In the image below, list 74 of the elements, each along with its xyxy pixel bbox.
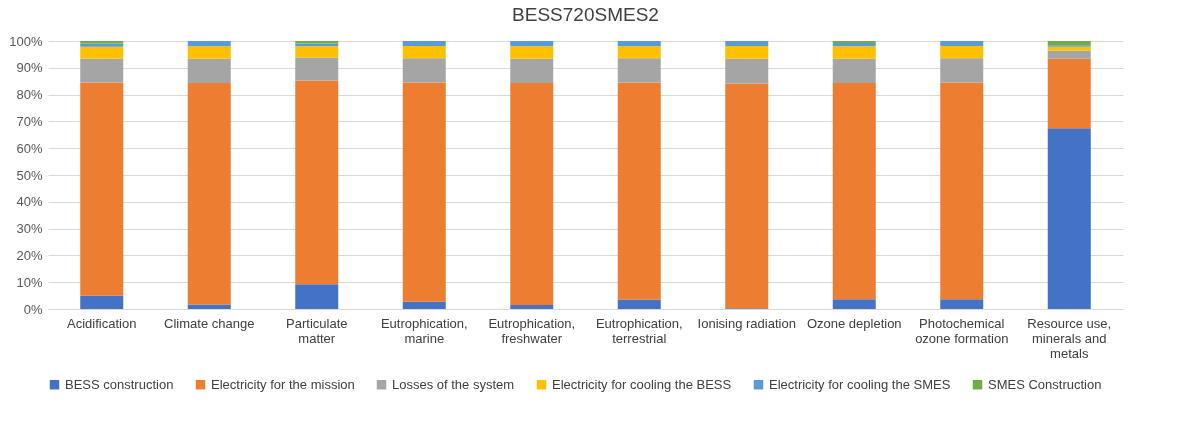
bar	[80, 295, 124, 309]
x-tick-label: Acidification	[67, 315, 137, 331]
y-tick-label: 80%	[16, 87, 43, 103]
bar	[80, 82, 124, 296]
bar	[940, 82, 984, 300]
bar	[832, 46, 876, 59]
y-tick-label: 20%	[16, 247, 43, 263]
bar	[725, 46, 769, 59]
legend-label: Electricity for the mission	[211, 376, 355, 392]
bar	[1047, 41, 1091, 46]
x-tick-label: Climate change	[164, 315, 255, 331]
legend-label: BESS construction	[65, 376, 174, 392]
y-tick-label: 10%	[16, 274, 43, 290]
bar	[402, 46, 446, 59]
legend-label: SMES Construction	[988, 376, 1102, 392]
legend-label: Electricity for cooling the BESS	[552, 376, 732, 392]
y-tick-label: 60%	[16, 140, 43, 156]
bar	[402, 58, 446, 83]
bar	[617, 299, 661, 309]
y-tick-label: 0%	[23, 301, 43, 317]
bar	[295, 46, 339, 58]
x-tick-label: Eutrophication, terrestrial	[595, 315, 683, 346]
bar	[1047, 128, 1091, 309]
bar	[617, 82, 661, 300]
bar	[940, 46, 984, 59]
y-tick-label: 50%	[16, 167, 43, 183]
bar	[402, 301, 446, 309]
x-tick-label: Eutrophication, marine	[380, 315, 468, 346]
bar	[80, 46, 124, 59]
bar	[725, 41, 769, 47]
y-tick-label: 70%	[16, 113, 43, 129]
bar	[617, 41, 661, 47]
bar	[402, 82, 446, 302]
bar	[510, 41, 554, 47]
bar	[187, 83, 231, 305]
bar	[510, 58, 554, 84]
x-tick-label: Photochemical ozone formation	[915, 315, 1009, 346]
bar	[187, 304, 231, 309]
bar	[725, 58, 769, 84]
bar	[295, 80, 339, 285]
legend-label: Electricity for cooling the SMES	[769, 376, 951, 392]
x-tick-label: Eutrophication, freshwater	[488, 315, 576, 346]
bar	[940, 58, 984, 83]
bar	[187, 46, 231, 59]
bar	[832, 58, 876, 84]
y-tick-label: 90%	[16, 60, 43, 76]
bar	[80, 58, 124, 83]
bar	[1047, 50, 1091, 59]
bar	[295, 57, 339, 81]
y-tick-label: 30%	[16, 221, 43, 237]
bar	[725, 83, 769, 309]
bar	[187, 58, 231, 84]
bar	[940, 41, 984, 47]
bar	[832, 299, 876, 309]
x-tick-label: Resource use, minerals and metals	[1027, 315, 1112, 361]
y-tick-label: 40%	[16, 194, 43, 210]
x-tick-label: Ozone depletion	[806, 315, 902, 331]
chart-title: BESS720SMES2	[512, 4, 659, 25]
bar	[295, 284, 339, 309]
bar	[617, 46, 661, 59]
y-tick-label: 100%	[9, 33, 43, 49]
bar	[187, 41, 231, 47]
bar	[510, 46, 554, 59]
bar	[510, 304, 554, 309]
bar	[1047, 46, 1091, 51]
bar	[1047, 58, 1091, 129]
bar	[510, 83, 554, 305]
bar	[617, 58, 661, 83]
bar	[940, 299, 984, 309]
legend-label: Losses of the system	[392, 376, 515, 392]
x-tick-label: Particulate matter	[286, 315, 348, 346]
x-tick-label: Ionising radiation	[697, 315, 796, 331]
bar	[832, 83, 876, 300]
bar	[402, 41, 446, 47]
